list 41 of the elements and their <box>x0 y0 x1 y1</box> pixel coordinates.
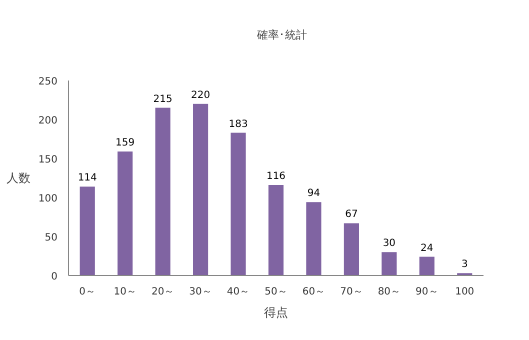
x-tick-label: 50～ <box>264 286 288 298</box>
data-label: 30 <box>382 238 396 250</box>
x-tick-label: 0～ <box>79 286 96 298</box>
bar <box>155 108 170 276</box>
y-tick-label: 50 <box>44 232 58 244</box>
x-tick-label: 20～ <box>151 286 174 298</box>
data-label: 67 <box>345 209 358 220</box>
data-label: 183 <box>228 118 248 130</box>
y-tick-label: 250 <box>38 76 58 88</box>
y-axis-title: 人数 <box>6 171 30 185</box>
x-tick-label: 100 <box>455 286 474 298</box>
y-tick-label: 100 <box>38 194 58 204</box>
bar <box>230 132 246 276</box>
data-label: 24 <box>420 242 434 254</box>
y-tick-label: 200 <box>38 116 58 126</box>
x-tick-label: 40～ <box>226 286 250 298</box>
y-tick-label: 0 <box>51 272 58 282</box>
data-label: 94 <box>307 188 320 200</box>
x-tick-label: 10～ <box>114 286 136 298</box>
text: 確率･統計 <box>257 28 307 42</box>
bar <box>419 256 434 276</box>
bar <box>344 223 359 276</box>
x-tick-label: 90～ <box>416 286 438 298</box>
y-tick-label: 150 <box>38 154 58 166</box>
data-label: 159 <box>116 137 135 148</box>
bar <box>268 185 284 276</box>
x-tick-label: 30～ <box>189 286 212 298</box>
bar <box>80 186 95 276</box>
data-label: 114 <box>78 172 97 184</box>
data-label: 220 <box>191 90 210 101</box>
x-tick-label: 60～ <box>302 286 326 298</box>
bar <box>382 252 397 276</box>
bar <box>306 202 322 276</box>
data-label: 3 <box>461 259 468 270</box>
x-tick-label: 80～ <box>378 286 401 298</box>
x-tick-label: 70～ <box>340 286 363 298</box>
bar <box>193 104 208 276</box>
x-axis-title: 得点 <box>264 306 288 320</box>
data-label: 116 <box>266 171 286 182</box>
data-label: 215 <box>153 94 172 105</box>
bar <box>118 151 133 276</box>
